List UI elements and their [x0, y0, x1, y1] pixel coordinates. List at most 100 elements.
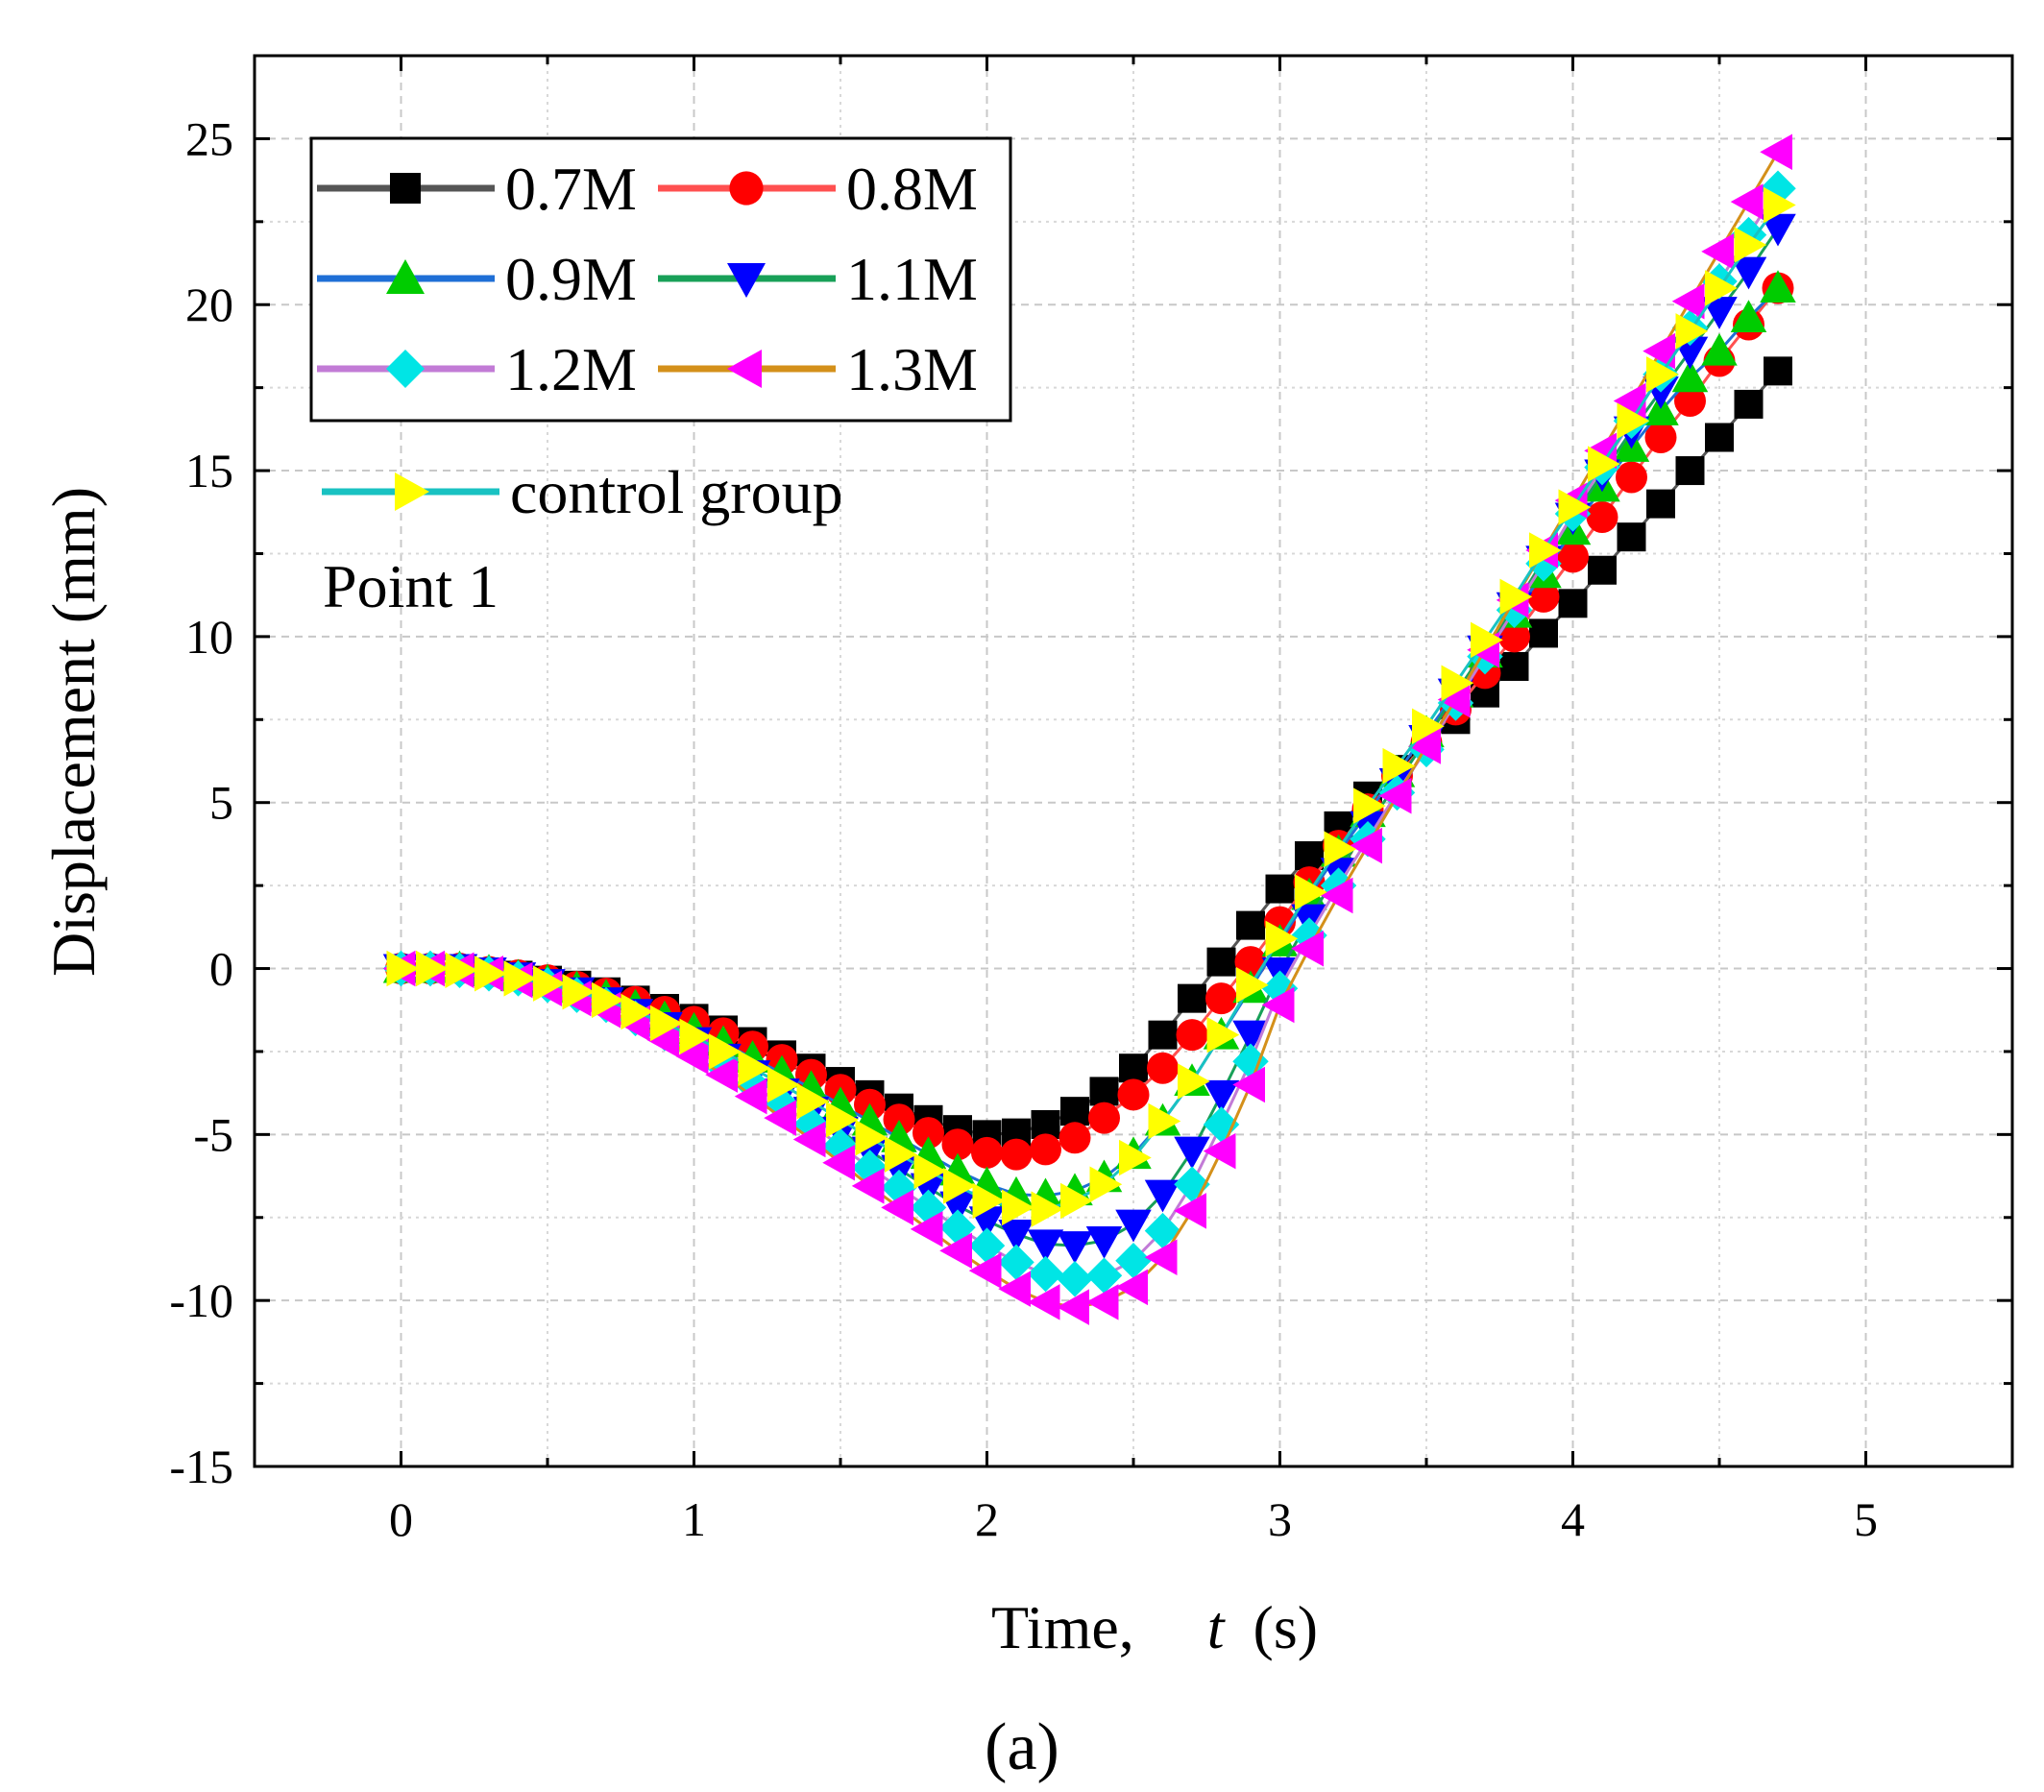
- data-point-0-8m: [1557, 541, 1589, 573]
- data-point-0-7m: [1764, 356, 1792, 386]
- data-point-control-group: [1646, 356, 1679, 393]
- data-point-control-group: [1324, 831, 1357, 867]
- data-point-control-group: [1031, 1191, 1064, 1227]
- data-point-1-3m: [764, 1100, 796, 1136]
- data-point-control-group: [767, 1066, 800, 1103]
- legend-entry-0-7m: 0.7M: [317, 155, 637, 223]
- data-point-0-8m: [1498, 620, 1530, 653]
- data-point-1-3m: [1320, 877, 1353, 914]
- data-point-1-3m: [734, 1078, 767, 1115]
- data-point-0-7m: [1705, 423, 1734, 452]
- data-point-1-1m: [1232, 1020, 1269, 1053]
- data-point-0-9m: [1671, 359, 1709, 393]
- legend-label-0-9m: 0.9M: [505, 245, 637, 313]
- data-point-1-2m: [1057, 1260, 1093, 1297]
- data-point-0-7m: [1499, 651, 1529, 681]
- legend-marker-0-9m: [386, 259, 425, 294]
- x-tick-label: 3: [1268, 1492, 1292, 1546]
- data-point-0-7m: [1119, 1053, 1148, 1083]
- x-tick-label: 1: [682, 1492, 706, 1546]
- data-point-1-3m: [1057, 1289, 1089, 1325]
- data-point-control-group: [386, 950, 420, 987]
- y-tick-label: -10: [169, 1273, 233, 1327]
- legend-label-1-3m: 1.3M: [846, 335, 978, 403]
- legend-label-0-7m: 0.7M: [505, 155, 637, 223]
- legend-entry-1-2m: 1.2M: [317, 335, 637, 403]
- x-axis-title: Time, t (s): [991, 1593, 1318, 1661]
- data-point-control-group: [1617, 402, 1650, 439]
- data-point-0-8m: [1586, 500, 1618, 533]
- data-point-0-7m: [1060, 1097, 1089, 1126]
- data-point-1-1m: [1760, 213, 1796, 247]
- data-point-1-3m: [1730, 183, 1764, 220]
- legend-entry-0-9m: 0.9M: [317, 245, 637, 313]
- data-point-0-8m: [1527, 580, 1560, 613]
- data-point-0-7m: [1148, 1020, 1178, 1050]
- data-point-0-8m: [1030, 1133, 1061, 1166]
- data-point-0-8m: [1176, 1019, 1208, 1052]
- data-point-0-8m: [1234, 946, 1267, 979]
- data-point-0-8m: [1616, 461, 1647, 494]
- data-point-control-group: [1265, 920, 1299, 957]
- y-tick-label: 0: [209, 942, 233, 996]
- data-point-0-8m: [1088, 1102, 1120, 1134]
- data-point-0-7m: [1178, 983, 1206, 1013]
- data-point-1-3m: [705, 1056, 738, 1093]
- x-tick-label: 4: [1561, 1492, 1585, 1546]
- data-point-1-3m: [1437, 681, 1471, 718]
- data-point-control-group: [826, 1102, 859, 1138]
- data-point-control-group: [855, 1120, 888, 1156]
- series-control-group: [386, 186, 1796, 1227]
- data-point-control-group: [533, 965, 566, 1002]
- data-point-0-7m: [1236, 910, 1265, 940]
- data-point-0-7m: [1529, 618, 1558, 648]
- data-point-1-3m: [1378, 778, 1412, 814]
- data-point-0-8m: [1205, 982, 1237, 1015]
- data-point-control-group: [474, 955, 507, 992]
- data-point-1-3m: [998, 1271, 1031, 1307]
- legend-marker-0-7m: [390, 173, 421, 204]
- legend-entry-0-8m: 0.8M: [658, 155, 978, 223]
- data-point-1-2m: [1027, 1255, 1064, 1293]
- x-axis-title-unit: (s): [1253, 1593, 1319, 1661]
- data-point-control-group: [679, 1018, 713, 1055]
- data-point-1-3m: [1760, 133, 1792, 170]
- data-point-0-7m: [1558, 589, 1588, 618]
- data-point-control-group: [972, 1182, 1006, 1220]
- data-point-1-1m: [1730, 256, 1767, 290]
- data-point-control-group: [738, 1050, 771, 1086]
- data-point-0-7m: [1265, 874, 1295, 904]
- data-point-control-group: [1353, 787, 1386, 824]
- data-point-control-group: [620, 993, 654, 1030]
- data-point-1-1m: [998, 1220, 1034, 1252]
- data-point-0-7m: [1089, 1077, 1119, 1106]
- data-point-control-group: [650, 1005, 683, 1042]
- data-point-1-3m: [1671, 283, 1705, 320]
- data-point-0-7m: [1295, 841, 1324, 871]
- data-point-control-group: [885, 1136, 917, 1173]
- data-point-1-3m: [851, 1168, 885, 1204]
- data-point-0-8m: [1058, 1122, 1091, 1154]
- data-point-control-group: [562, 973, 596, 1010]
- data-point-1-3m: [646, 1022, 679, 1058]
- data-point-1-1m: [1203, 1079, 1240, 1113]
- data-point-1-1m: [1701, 297, 1738, 329]
- data-point-1-3m: [968, 1252, 1002, 1289]
- data-point-control-group: [1588, 446, 1620, 482]
- data-point-control-group: [1558, 489, 1592, 525]
- y-axis-title: Displacement (mm): [39, 487, 108, 977]
- data-point-1-3m: [1701, 233, 1734, 270]
- x-tick-label: 5: [1854, 1492, 1878, 1546]
- data-point-1-3m: [1174, 1193, 1206, 1229]
- data-point-control-group: [1089, 1166, 1123, 1202]
- data-point-1-1m: [1174, 1136, 1210, 1170]
- y-tick-label: -5: [193, 1107, 233, 1161]
- legend-entry-1-1m: 1.1M: [658, 245, 978, 313]
- data-point-1-3m: [1408, 728, 1441, 764]
- legend-marker-1-1m: [727, 263, 766, 298]
- legend-label-1-2m: 1.2M: [505, 335, 637, 403]
- data-point-control-group: [1295, 874, 1327, 910]
- data-point-0-8m: [1644, 421, 1677, 453]
